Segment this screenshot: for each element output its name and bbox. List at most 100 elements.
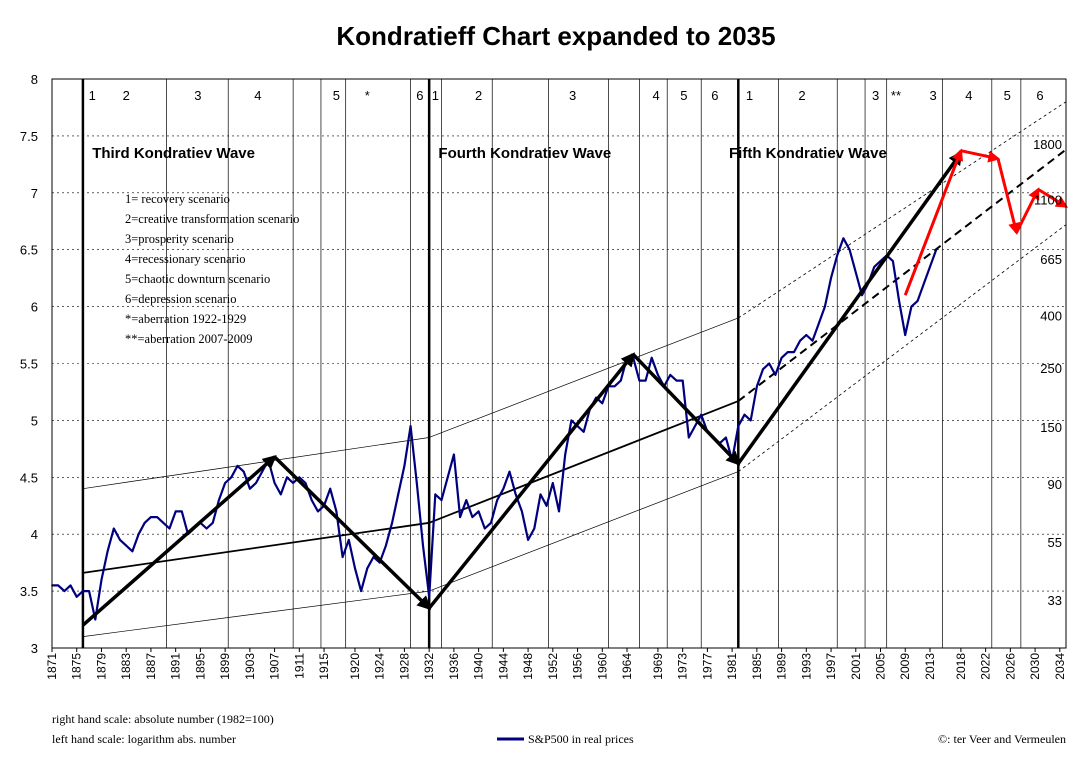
y-tick-label: 6 [31, 300, 38, 315]
sp500-point [774, 374, 777, 376]
sp500-point [780, 356, 783, 359]
sp500-point [496, 499, 499, 501]
x-tick-label: 1944 [496, 653, 510, 680]
x-tick-label: 1989 [775, 653, 789, 680]
sp500-point [310, 499, 313, 501]
forecast-segment [903, 148, 964, 296]
sp500-point [242, 470, 245, 473]
phase-label: 5 [1004, 88, 1011, 103]
sp500-point [687, 436, 690, 439]
sp500-point [428, 595, 431, 598]
x-tick-label: 1997 [824, 653, 838, 680]
sp500-point [236, 465, 239, 467]
sp500-point [63, 590, 66, 592]
sp500-point [249, 487, 251, 490]
sp500-point [335, 510, 338, 513]
x-tick-label: 1940 [472, 653, 486, 680]
sp500-point [669, 374, 672, 376]
y-tick-label: 4 [31, 527, 38, 542]
sp500-point [521, 510, 523, 513]
series-legend-label: S&P500 in real prices [528, 732, 634, 746]
x-tick-label: 2026 [1003, 653, 1017, 680]
scenario-boundaries [81, 79, 1022, 648]
note-left-scale: left hand scale: logarithm abs. number [52, 732, 236, 746]
phase-label: 6 [711, 88, 718, 103]
sp500-point [619, 379, 622, 382]
sp500-point [533, 527, 536, 530]
sp500-point [286, 476, 288, 479]
sp500-point [422, 544, 424, 547]
x-tick-label: 1883 [119, 653, 133, 680]
y-tick-label: 6.5 [20, 243, 38, 258]
sp500-point [910, 305, 913, 308]
sp500-point [873, 265, 876, 268]
phase-label: 1 [746, 88, 753, 103]
fifth-wave-up [736, 150, 963, 465]
x-tick-label: 2013 [923, 653, 937, 680]
x-axis-tick-labels: 1871 1875 1879 1883 1887 1891 1895 1899 1903 1907… [45, 648, 1067, 680]
x-tick-label: 1993 [799, 653, 813, 680]
x-tick-label: 1977 [700, 653, 714, 680]
wave-label: Fifth Kondratiev Wave [729, 145, 887, 162]
x-tick-label: 1891 [169, 653, 183, 680]
fifth-wave-channel-bottom [738, 224, 1067, 472]
sp500-point [329, 487, 332, 490]
right-scale-label: 33 [1048, 593, 1062, 608]
sp500-point [273, 482, 276, 484]
y-tick-label: 7.5 [20, 129, 38, 144]
third-wave-midline [82, 521, 430, 574]
sp500-point [514, 493, 517, 496]
scenario-legend-item: 3=prosperity scenario [125, 232, 234, 246]
x-tick-label: 1879 [94, 653, 108, 680]
sp500-point [502, 487, 505, 490]
sp500-point [848, 248, 851, 251]
x-tick-label: 1903 [243, 653, 257, 680]
sp500-point [385, 544, 387, 547]
right-scale-label: 250 [1040, 361, 1062, 376]
right-scale-label: 150 [1040, 420, 1062, 435]
wave-labels: Third Kondratiev Wave Fourth Kondratiev W… [92, 145, 887, 162]
sp500-point [150, 516, 152, 518]
sp500-point [125, 544, 128, 547]
y-tick-label: 8 [31, 72, 38, 87]
sp500-point [582, 430, 585, 433]
sp500-point [564, 453, 567, 456]
forecast-segment [996, 158, 1021, 235]
right-scale-label: 1100 [1034, 193, 1062, 208]
sp500-point [143, 521, 146, 524]
sp500-point [354, 567, 356, 570]
sp500-point [904, 334, 907, 336]
sp500-point [218, 499, 220, 501]
sp500-point [675, 379, 678, 382]
third-wave-down [273, 455, 432, 611]
series-legend: S&P500 in real prices [497, 732, 634, 746]
sp500-point [490, 521, 492, 524]
third-wave-up [81, 454, 277, 627]
sp500-point [725, 436, 727, 439]
sp500-point [613, 385, 616, 388]
x-tick-label: 1924 [373, 653, 387, 680]
chart-title: Kondratieff Chart expanded to 2035 [336, 21, 775, 51]
sp500-point [391, 521, 393, 524]
trend-channels [82, 101, 1067, 637]
phase-label: 2 [798, 88, 805, 103]
plot-area-border [51, 78, 1067, 649]
sp500-point [638, 379, 641, 382]
phase-label: 2 [475, 88, 482, 103]
sp500-point [762, 368, 764, 371]
sp500-point [75, 595, 78, 598]
sp500-point [341, 556, 344, 558]
sp500-point [415, 482, 418, 484]
note-right-scale: right hand scale: absolute number (1982=… [52, 712, 274, 726]
phase-label: 6 [1036, 88, 1043, 103]
sp500-point [88, 590, 90, 592]
phase-label: 5 [333, 88, 340, 103]
phase-label: 3 [569, 88, 576, 103]
forecast-segment [1015, 187, 1040, 234]
x-tick-label: 1981 [725, 653, 739, 680]
wave-label: Third Kondratiev Wave [92, 145, 255, 162]
y-tick-label: 3.5 [20, 584, 38, 599]
y-axis-tick-labels: 3 3.5 4 4.5 5 5.5 6 6.5 7 7.5 8 [20, 72, 38, 656]
x-tick-label: 1960 [595, 653, 609, 680]
